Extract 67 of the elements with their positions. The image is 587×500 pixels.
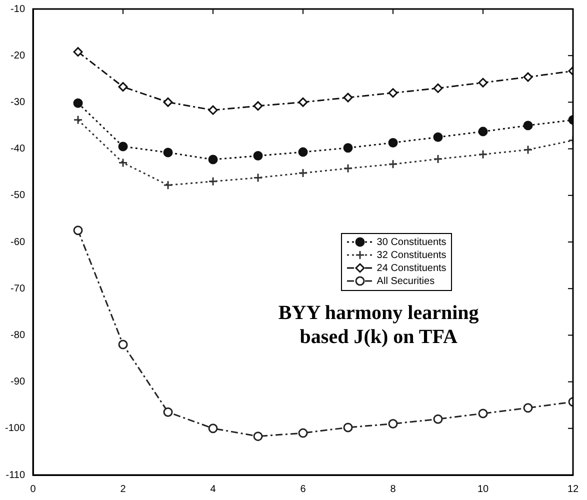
x-tick-label: 10 [477,484,489,495]
point [388,138,398,148]
point [343,422,353,432]
point [433,83,443,93]
point [343,92,353,102]
point [388,88,398,98]
y-tick-label: -110 [6,470,26,481]
point [208,154,218,164]
y-tick-label: -90 [10,376,26,388]
point [478,78,488,88]
point [253,151,263,161]
point [478,126,488,136]
point [433,154,443,164]
point [433,132,443,142]
legend-label: 30 Constituents [376,236,446,249]
y-tick-label: -80 [10,330,26,341]
point [433,414,443,424]
point [208,424,218,434]
legend-label: 24 Constituents [376,262,446,275]
point [73,98,83,108]
x-tick-label: 8 [390,484,396,495]
y-tick-label: -60 [10,236,26,248]
point [163,148,173,158]
legend-label: All Securities [376,274,435,288]
point [118,340,128,350]
point [523,120,533,130]
point [118,82,128,92]
annotation: BYY harmony learning based J(k) on TFA [278,302,479,348]
point [388,159,398,169]
point [478,150,488,160]
point [163,407,173,417]
point [73,47,83,57]
x-tick-label: 12 [567,484,579,495]
point [253,172,263,182]
point [298,428,308,438]
x-tick-label: 2 [120,484,126,495]
point [298,97,308,107]
point [523,72,533,82]
point [118,158,128,168]
y-tick-label: -10 [10,4,26,15]
point [118,142,128,152]
point [343,143,353,153]
x-tick-label: 0 [30,484,36,495]
point [253,432,263,442]
legend-label: 32 Constituents [376,248,446,262]
point [523,403,533,413]
y-tick-label: -50 [10,190,26,202]
point [298,147,308,157]
point [388,418,398,428]
point [253,101,263,111]
point [208,176,218,186]
point [208,105,218,115]
point [73,226,83,236]
point [298,168,308,178]
y-tick-label: -30 [10,96,26,108]
x-tick-label: 6 [300,484,306,495]
y-tick-label: -40 [10,144,26,155]
x-tick-label: 4 [210,484,216,495]
y-tick-label: -20 [10,50,26,62]
y-tick-label: -70 [10,283,26,294]
point [478,408,488,418]
point [343,164,353,174]
point [163,180,173,190]
y-tick-label: -100 [5,423,26,434]
point [523,144,533,154]
point [73,115,83,125]
point [163,97,173,107]
